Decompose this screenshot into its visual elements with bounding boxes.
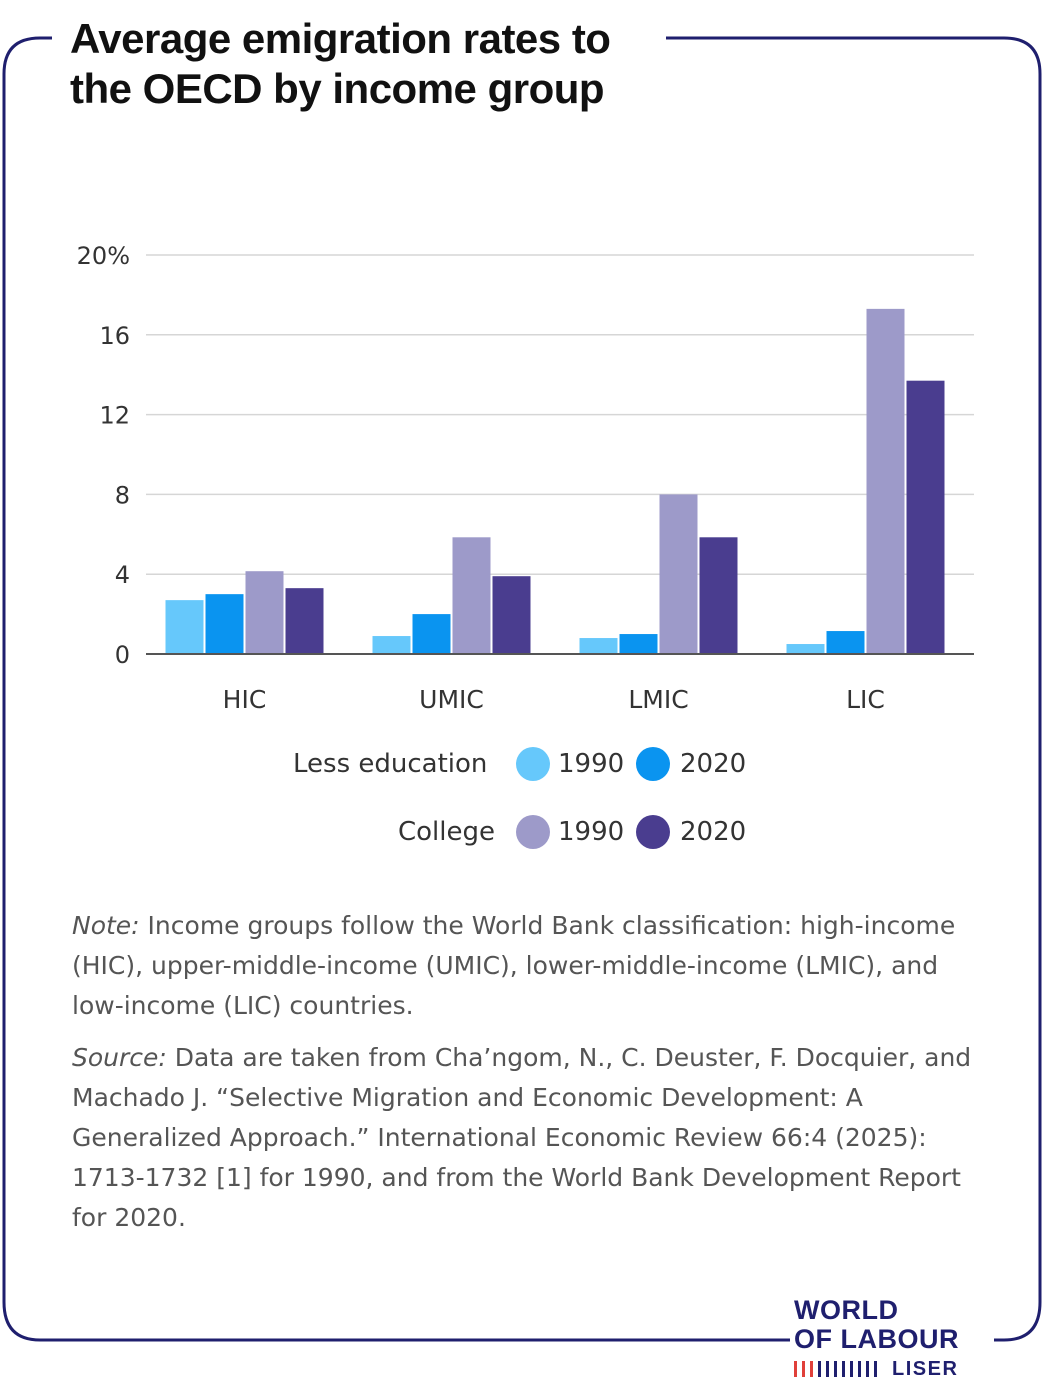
bar (826, 631, 865, 654)
bar (579, 638, 618, 654)
bar (906, 380, 945, 654)
y-tick-label: 20% (77, 242, 130, 270)
bar (619, 634, 658, 654)
legend-group-label-college: College (398, 817, 496, 847)
logo-bar (826, 1361, 829, 1377)
bar (492, 576, 531, 654)
bar (205, 594, 244, 654)
logo-bar (874, 1361, 877, 1377)
bar (245, 571, 284, 654)
bar (285, 588, 324, 654)
bar (699, 537, 738, 654)
legend-less-education: Less education 1990 2020 (0, 744, 1045, 784)
legend-college: College 1990 2020 (0, 812, 1045, 852)
bar (412, 614, 451, 654)
world-of-labour-logo: WORLD OF LABOUR LISER (790, 1296, 994, 1381)
bar (866, 308, 905, 654)
legend-year-less-1990: 1990 (558, 749, 625, 779)
y-tick-label: 0 (115, 641, 130, 669)
logo-text-world: WORLD (794, 1295, 899, 1325)
note-text: Note: Income groups follow the World Ban… (72, 906, 992, 1026)
logo-text-liser: LISER (892, 1358, 959, 1380)
logo-bar (834, 1361, 837, 1377)
chart-title-line-1: Average emigration rates to (70, 15, 611, 62)
legend-year-college-1990: 1990 (558, 817, 625, 847)
chart-title-line-2: the OECD by income group (70, 65, 605, 112)
legend-dot-college-2020 (636, 815, 670, 849)
bar (452, 537, 491, 654)
y-tick-label: 12 (99, 402, 130, 430)
logo-bar (818, 1361, 821, 1377)
logo-bar (858, 1361, 861, 1377)
x-category-label: HIC (223, 685, 267, 714)
y-tick-label: 16 (99, 322, 130, 350)
logo-bar (794, 1361, 797, 1377)
legend-dot-less-1990 (516, 747, 550, 781)
bar-chart: 0 4 8 12 16 20% HIC UMIC LMIC LIC (77, 242, 974, 714)
logo-bar (810, 1361, 813, 1377)
legend-year-less-2020: 2020 (680, 749, 747, 779)
y-tick-label: 8 (115, 481, 130, 509)
bar (372, 636, 411, 654)
logo-bars-icon (794, 1361, 877, 1377)
x-category-label: LIC (846, 685, 885, 714)
legend-dot-college-1990 (516, 815, 550, 849)
source-text: Source: Data are taken from Cha’ngom, N.… (72, 1038, 992, 1238)
logo-bar (866, 1361, 869, 1377)
source-label: Source: (72, 1043, 167, 1072)
logo-bar (802, 1361, 805, 1377)
bar (165, 600, 204, 654)
bar (659, 494, 698, 654)
legend-year-college-2020: 2020 (680, 817, 747, 847)
legend-group-label-less-education: Less education (293, 749, 488, 779)
note-label: Note: (72, 911, 140, 940)
logo-bar (850, 1361, 853, 1377)
x-category-label: LMIC (628, 685, 688, 714)
source-body: Data are taken from Cha’ngom, N., C. Deu… (72, 1043, 972, 1232)
chart-title: Average emigration rates to the OECD by … (52, 14, 625, 114)
y-tick-label: 4 (115, 561, 130, 589)
note-body: Income groups follow the World Bank clas… (72, 911, 956, 1020)
x-category-label: UMIC (419, 685, 484, 714)
logo-text-of-labour: OF LABOUR (794, 1324, 959, 1354)
legend-dot-less-2020 (636, 747, 670, 781)
logo-bar (842, 1361, 845, 1377)
bar (786, 644, 825, 654)
